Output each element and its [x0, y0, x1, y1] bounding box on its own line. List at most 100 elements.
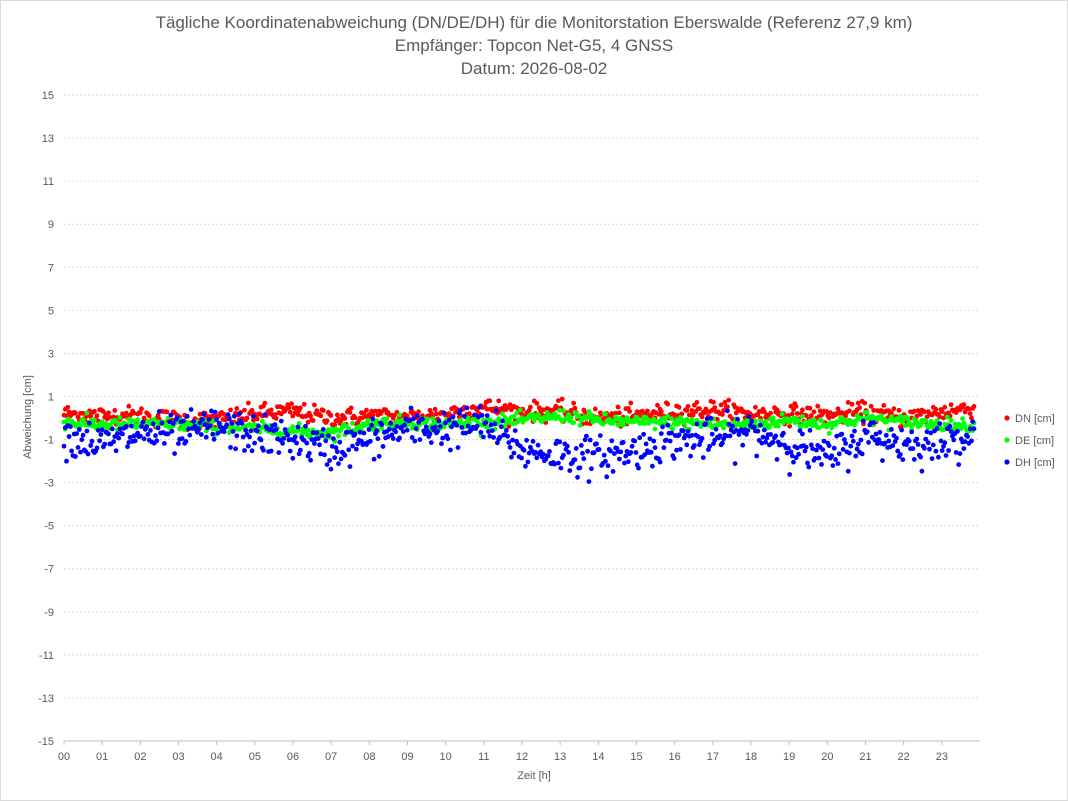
data-point: [282, 427, 288, 432]
data-point: [134, 425, 139, 430]
data-point: [774, 457, 780, 462]
data-point: [726, 421, 732, 427]
data-point: [497, 434, 503, 440]
data-point: [191, 419, 197, 424]
data-point: [826, 415, 832, 421]
data-point: [873, 431, 879, 437]
data-point: [740, 442, 746, 448]
data-point: [695, 434, 701, 440]
data-point: [924, 414, 930, 420]
data-point: [942, 404, 948, 410]
data-point: [347, 464, 353, 469]
data-point: [936, 454, 941, 460]
data-point: [334, 449, 340, 455]
data-point: [843, 413, 848, 419]
data-point: [703, 421, 709, 427]
data-point: [889, 414, 894, 419]
data-point: [298, 405, 303, 411]
data-point: [170, 421, 176, 426]
data-point: [800, 431, 805, 437]
data-point: [603, 411, 608, 417]
data-point: [845, 468, 851, 474]
data-point: [487, 433, 493, 439]
data-point: [245, 400, 251, 406]
data-point: [669, 430, 674, 436]
data-point: [802, 448, 808, 454]
data-point: [524, 437, 529, 443]
x-tick-label: 20: [821, 751, 833, 763]
y-tick-label: -7: [44, 564, 54, 576]
data-point: [338, 417, 344, 423]
data-point: [84, 410, 90, 416]
data-point: [586, 479, 592, 484]
data-point: [464, 405, 470, 411]
data-point: [342, 452, 348, 458]
data-point: [800, 414, 805, 419]
x-tick-label: 00: [58, 751, 70, 763]
data-point: [953, 410, 959, 415]
data-point: [779, 411, 785, 417]
x-tick-label: 13: [554, 751, 566, 763]
data-point: [573, 446, 579, 451]
data-point: [123, 424, 129, 429]
data-point: [212, 409, 218, 415]
data-point: [577, 465, 583, 471]
data-point: [858, 412, 864, 418]
data-point: [427, 431, 433, 437]
data-point: [642, 452, 648, 457]
data-point: [73, 454, 78, 459]
data-point: [922, 409, 927, 415]
data-point: [556, 460, 561, 466]
data-point: [534, 400, 540, 406]
data-point: [267, 427, 273, 433]
y-tick-label: -9: [44, 607, 54, 619]
data-point: [665, 401, 671, 407]
data-point: [324, 462, 330, 467]
data-point: [819, 418, 824, 424]
data-point: [660, 424, 665, 430]
data-point: [162, 441, 167, 446]
data-point: [948, 402, 954, 408]
data-point: [292, 434, 298, 440]
data-point: [858, 437, 864, 443]
legend-label: DH [cm]: [1015, 457, 1055, 469]
data-point: [367, 438, 373, 444]
chart-title: Tägliche Koordinatenabweichung (DN/DE/DH…: [156, 13, 913, 32]
data-point: [540, 407, 546, 413]
data-point: [810, 446, 815, 452]
data-point: [495, 440, 500, 446]
data-point: [195, 429, 200, 435]
data-point: [198, 432, 204, 437]
data-point: [113, 448, 119, 454]
x-tick-label: 01: [96, 751, 108, 763]
legend-marker: [1004, 437, 1010, 443]
data-point: [315, 436, 321, 441]
data-point: [685, 404, 691, 409]
data-point: [286, 405, 292, 411]
data-point: [727, 433, 733, 439]
data-point: [773, 433, 779, 439]
data-point: [455, 445, 461, 450]
data-point: [262, 400, 268, 406]
data-point: [379, 425, 385, 431]
data-point: [730, 423, 735, 429]
chart-date: Datum: 2026-08-02: [461, 59, 607, 78]
data-point: [308, 413, 313, 419]
x-tick-label: 17: [707, 751, 719, 763]
data-point: [597, 433, 603, 438]
data-point: [812, 419, 818, 425]
data-point: [285, 432, 291, 438]
data-point: [237, 411, 242, 417]
data-point: [506, 440, 512, 445]
data-point: [611, 451, 617, 456]
data-point: [221, 429, 227, 435]
data-point: [197, 420, 203, 426]
data-point: [306, 450, 312, 456]
data-point: [65, 404, 71, 410]
data-point: [633, 450, 639, 455]
data-point: [332, 422, 338, 428]
data-point: [109, 426, 115, 432]
data-point: [661, 445, 667, 451]
data-point: [146, 413, 152, 419]
data-point: [186, 426, 192, 432]
